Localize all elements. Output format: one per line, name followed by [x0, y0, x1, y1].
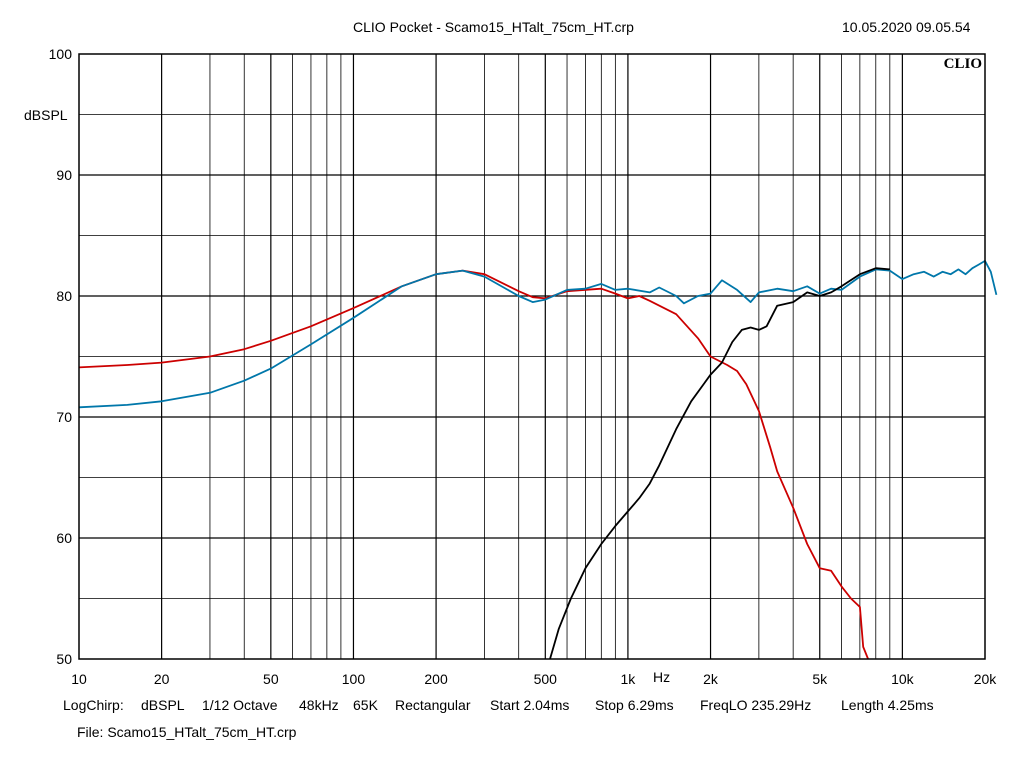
measurement-params: LogChirp: dBSPL 1/12 Octave 48kHz 65K Re… [63, 697, 1023, 715]
y-axis-label: dBSPL [24, 107, 68, 123]
param-mode: LogChirp: [63, 697, 124, 713]
x-tick-label: 50 [263, 671, 279, 687]
plot-frame [78, 53, 986, 660]
x-tick-label: 20k [974, 671, 998, 687]
x-tick-label: 1k [621, 671, 637, 687]
file-name: File: Scamo15_HTalt_75cm_HT.crp [77, 724, 297, 740]
x-tick-label: 100 [342, 671, 366, 687]
param-unit: dBSPL [141, 697, 185, 713]
x-tick-label: 20 [154, 671, 170, 687]
series-line-2 [549, 267, 890, 660]
series-line-1 [78, 260, 998, 409]
x-tick-label: 2k [703, 671, 719, 687]
y-tick-label: 100 [49, 46, 73, 62]
x-tick-label: 200 [424, 671, 448, 687]
param-stop: Stop 6.29ms [595, 697, 674, 713]
clio-logo: CLIO [944, 56, 982, 72]
x-tick-label: 10 [71, 671, 87, 687]
param-window: Rectangular [395, 697, 471, 713]
x-tick-label: 5k [812, 671, 828, 687]
param-smoothing: 1/12 Octave [202, 697, 278, 713]
y-tick-label: 80 [56, 288, 72, 304]
x-axis-label: Hz [653, 669, 671, 685]
series-line-0 [78, 269, 869, 660]
param-start: Start 2.04ms [490, 697, 570, 713]
chart-datetime: 10.05.2020 09.05.54 [842, 19, 971, 35]
y-tick-label: 60 [56, 530, 72, 546]
param-size: 65K [353, 697, 378, 713]
param-freqlo: FreqLO 235.29Hz [700, 697, 812, 713]
y-tick-label: 50 [56, 651, 72, 667]
x-tick-label: 10k [891, 671, 915, 687]
x-tick-label: 500 [534, 671, 558, 687]
param-samplerate: 48kHz [299, 697, 339, 713]
param-length: Length 4.25ms [841, 697, 934, 713]
y-tick-label: 70 [56, 409, 72, 425]
y-tick-label: 90 [56, 167, 72, 183]
chart-title: CLIO Pocket - Scamo15_HTalt_75cm_HT.crp [353, 19, 634, 35]
